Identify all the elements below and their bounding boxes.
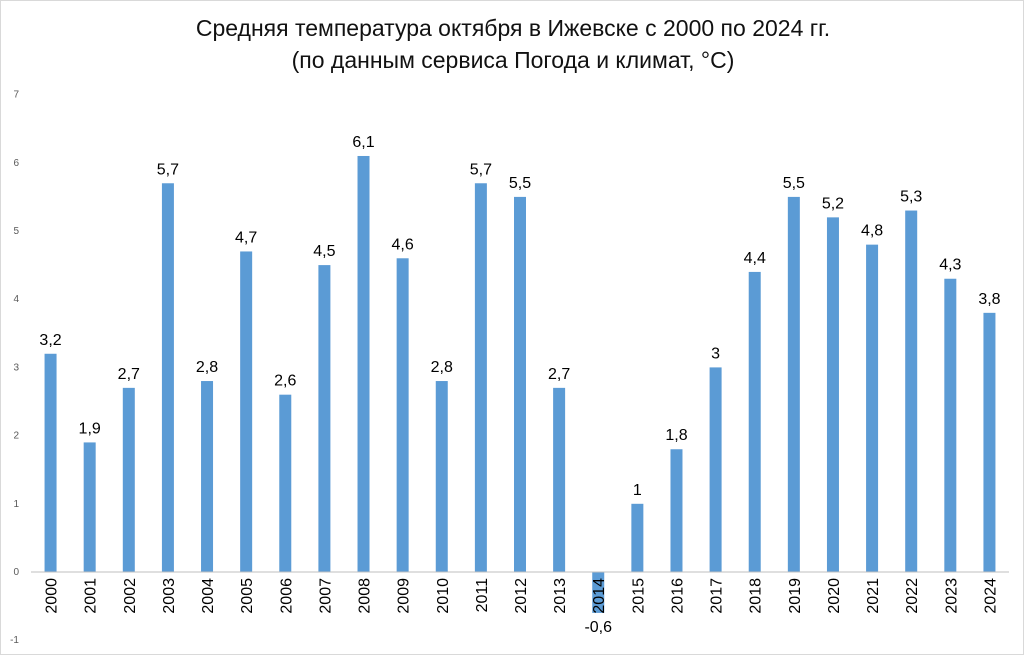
x-tick-label: 2018 — [748, 578, 765, 614]
x-tick-label: 2023 — [943, 578, 960, 614]
x-tick-label: 2017 — [709, 578, 726, 614]
x-tick-label: 2021 — [865, 578, 882, 614]
data-label: 4,8 — [861, 223, 883, 240]
x-tick-label: 2002 — [122, 578, 139, 614]
data-label: 3 — [711, 345, 720, 362]
bar — [396, 258, 409, 572]
data-label: 5,2 — [822, 195, 844, 212]
x-tick-label: 2006 — [278, 578, 295, 614]
data-label: 4,4 — [744, 250, 766, 267]
x-tick-label: 2019 — [787, 578, 804, 614]
data-label: 2,6 — [274, 373, 296, 390]
data-label: 5,3 — [900, 189, 922, 206]
data-label: 1 — [633, 482, 642, 499]
bar — [240, 251, 253, 572]
data-label: 1,9 — [79, 420, 101, 437]
y-tick-label: 5 — [13, 226, 19, 237]
data-label: 2,8 — [196, 359, 218, 376]
bar — [553, 387, 566, 572]
data-label: 4,5 — [313, 243, 335, 260]
data-label: 3,2 — [39, 332, 61, 349]
bar — [161, 183, 174, 572]
x-tick-label: 2001 — [83, 578, 100, 614]
y-tick-label: 2 — [13, 431, 19, 442]
x-tick-label: 2011 — [474, 578, 491, 613]
y-tick-label: 7 — [13, 90, 19, 101]
data-label: 1,8 — [665, 427, 687, 444]
data-label: 4,6 — [392, 236, 414, 253]
chart-subtitle: (по данным сервиса Погода и климат, °C) — [291, 47, 735, 73]
data-label: 2,8 — [431, 359, 453, 376]
x-tick-label: 2015 — [630, 578, 647, 614]
bar — [201, 381, 214, 572]
bar — [670, 449, 683, 572]
bar — [474, 183, 487, 572]
x-tick-label: 2016 — [669, 578, 686, 614]
data-label: 5,7 — [470, 161, 492, 178]
x-tick-label: 2024 — [982, 578, 999, 614]
bar — [279, 394, 292, 572]
x-tick-label: 2013 — [552, 578, 569, 614]
bar — [514, 196, 526, 572]
data-label: -0,6 — [584, 619, 612, 636]
bar — [944, 278, 957, 572]
y-tick-label: 1 — [13, 499, 19, 510]
x-tick-label: 2004 — [200, 578, 217, 614]
x-tick-label: 2020 — [826, 578, 843, 614]
bar — [357, 155, 370, 573]
bar — [631, 503, 644, 572]
bar — [826, 217, 839, 573]
bar — [748, 271, 761, 572]
x-tick-label: 2022 — [904, 578, 921, 614]
data-label: 5,7 — [157, 161, 179, 178]
bar — [122, 387, 135, 572]
y-tick-label: 3 — [13, 362, 19, 373]
y-tick-label: 4 — [13, 294, 19, 305]
y-tick-label: -1 — [10, 635, 19, 646]
data-label: 4,3 — [939, 257, 961, 274]
data-label: 2,7 — [548, 366, 570, 383]
data-label: 2,7 — [118, 366, 140, 383]
bar — [592, 572, 605, 613]
bar — [866, 244, 879, 572]
data-label: 5,5 — [783, 175, 805, 192]
y-tick-label: 6 — [13, 158, 19, 169]
x-tick-label: 2005 — [239, 578, 256, 614]
bar — [709, 367, 722, 572]
chart-title: Средняя температура октября в Ижевске с … — [195, 15, 831, 41]
data-label: 3,8 — [978, 291, 1000, 308]
data-label: 5,5 — [509, 175, 531, 192]
x-tick-label: 2007 — [317, 578, 334, 614]
x-tick-label: 2014 — [591, 578, 608, 614]
bar — [905, 210, 918, 573]
x-tick-label: 2009 — [396, 578, 413, 614]
x-tick-label: 2012 — [513, 578, 530, 614]
x-tick-label: 2003 — [161, 578, 178, 614]
bar — [787, 196, 800, 572]
bar — [44, 353, 57, 572]
data-label: 6,1 — [352, 134, 374, 151]
bar — [318, 265, 331, 572]
data-label: 4,7 — [235, 229, 257, 246]
y-tick-label: 0 — [13, 567, 19, 578]
x-tick-label: 2000 — [44, 578, 61, 614]
x-tick-label: 2010 — [435, 578, 452, 614]
bar — [983, 312, 996, 572]
bar — [83, 442, 96, 572]
x-tick-label: 2008 — [357, 578, 374, 614]
bar — [435, 381, 448, 572]
